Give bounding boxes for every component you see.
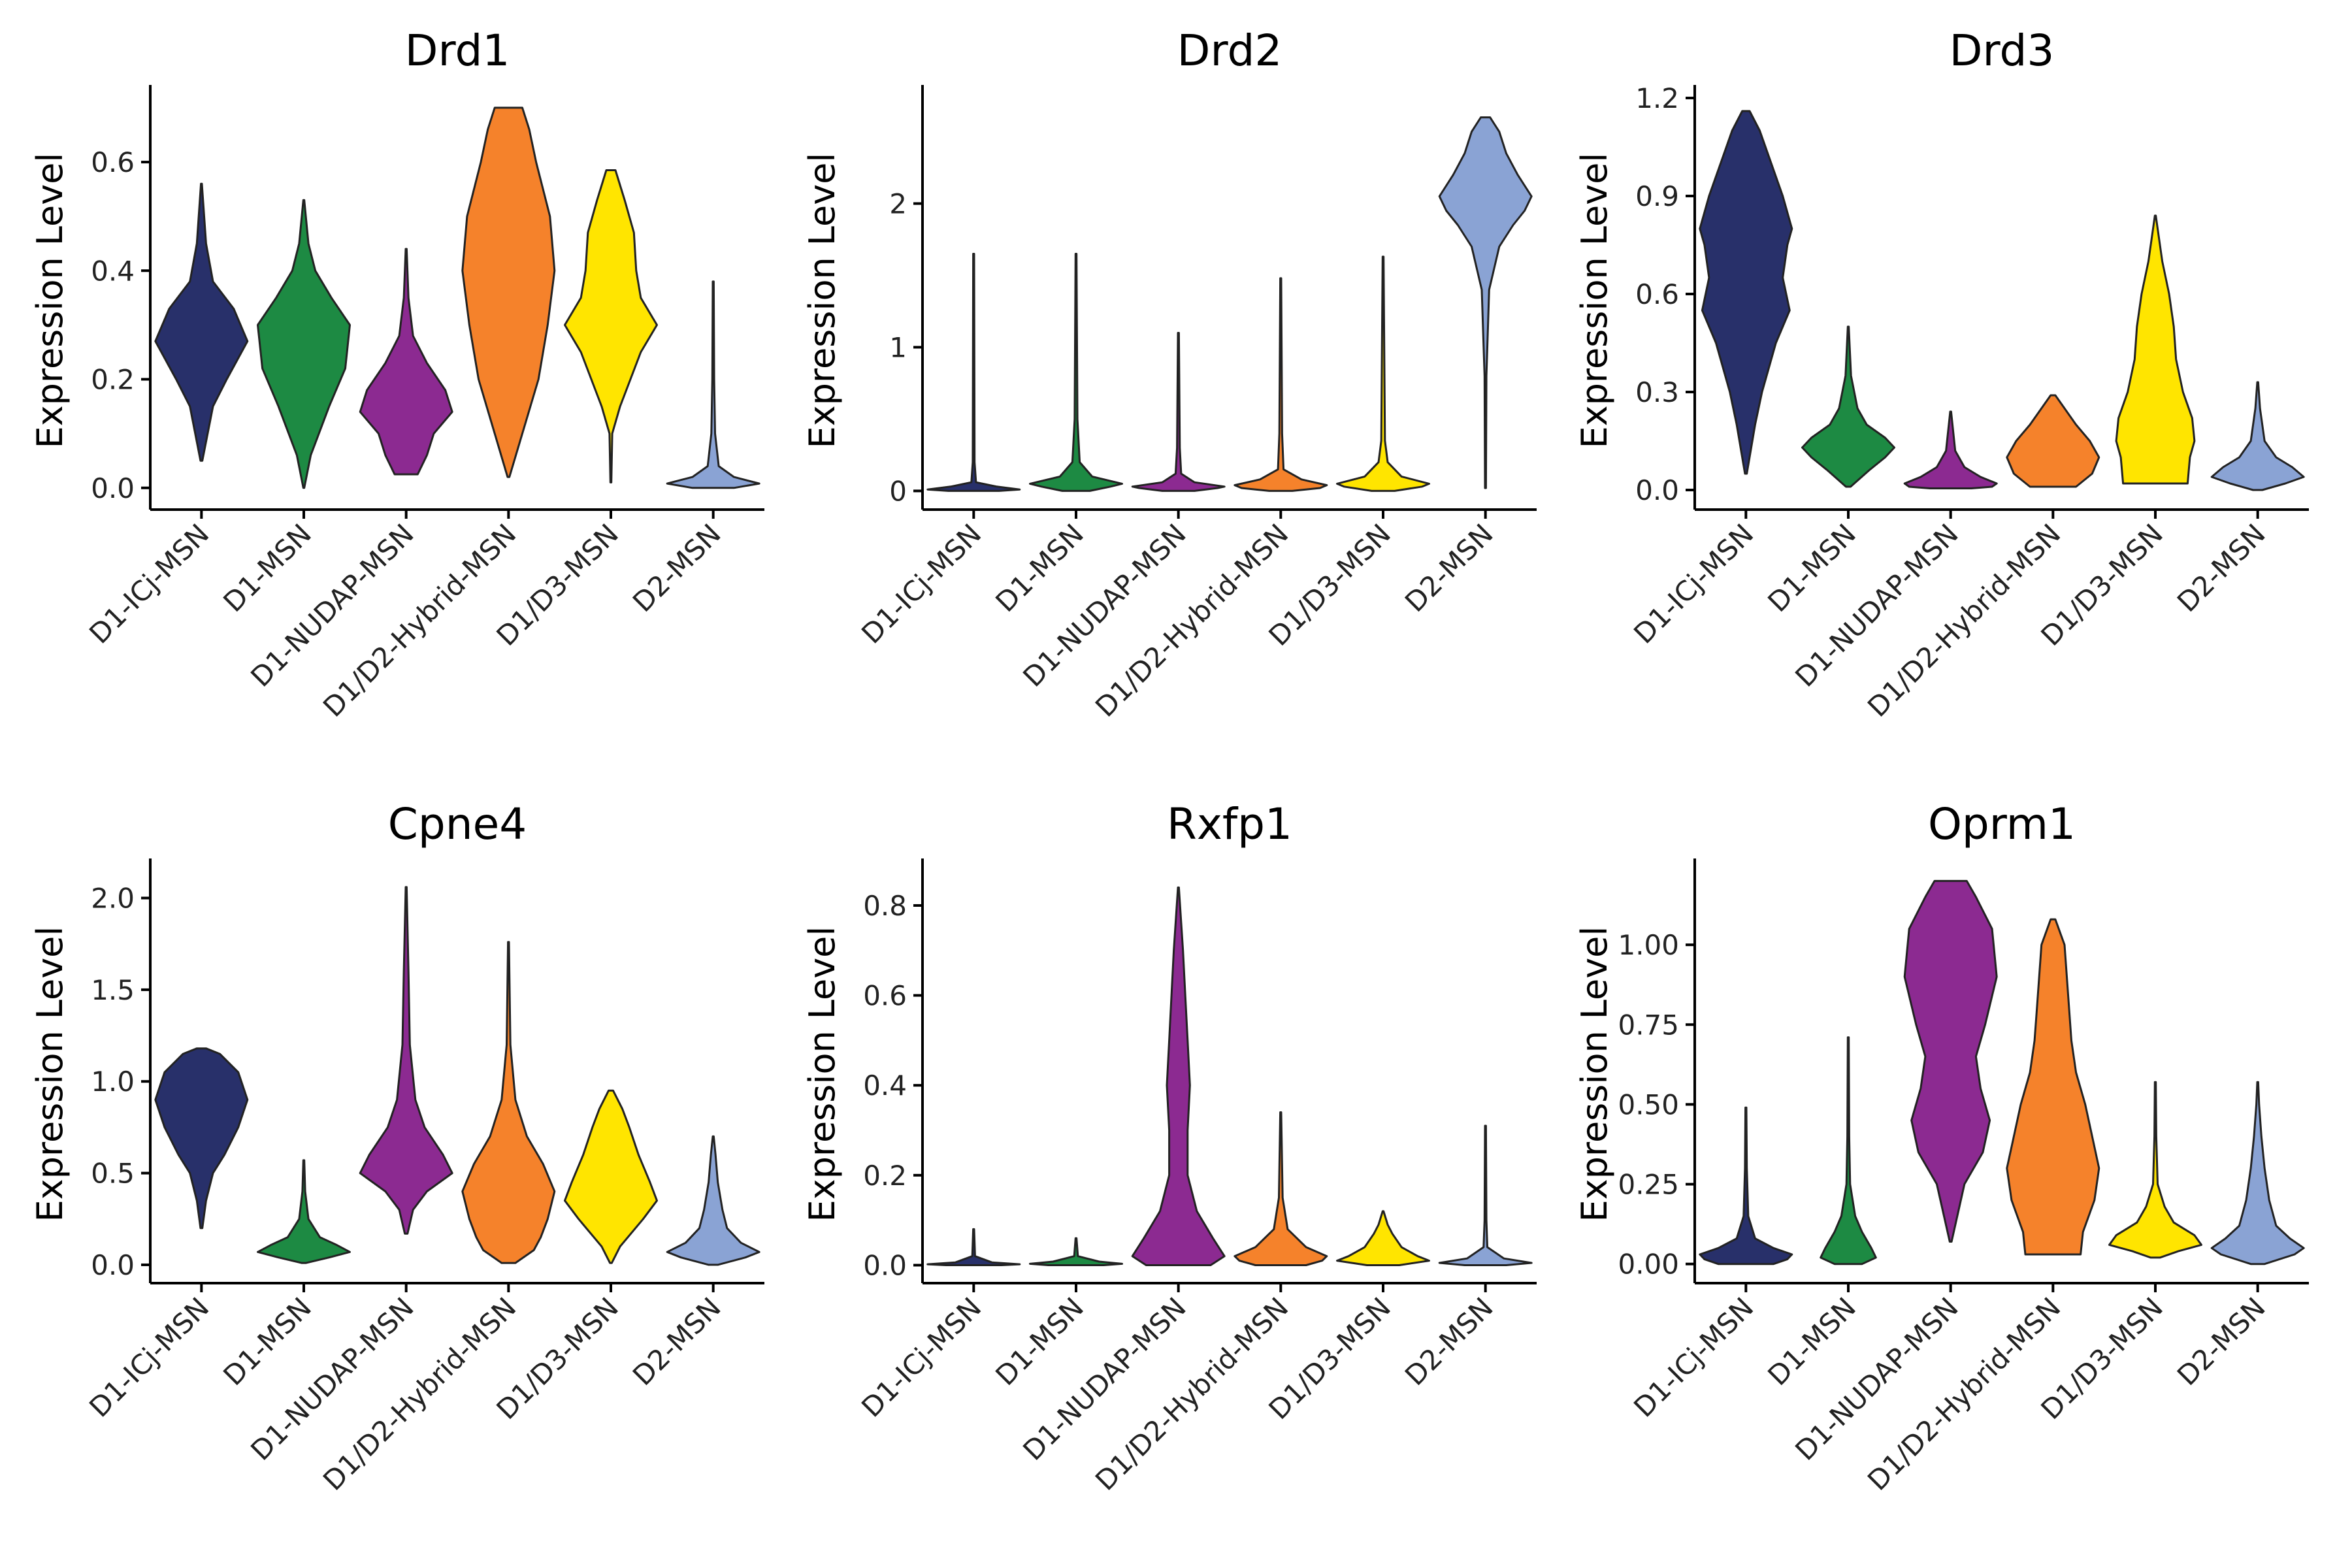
violin-d1-d2-hybrid-msn [461, 106, 556, 478]
violin-d1-nudap-msn [1131, 886, 1226, 1266]
y-axis-label: Expression Level [1574, 926, 1615, 1222]
y-tick-label: 0.0 [1635, 474, 1679, 506]
y-tick-label: 0.6 [91, 146, 135, 178]
y-tick-label: 0.50 [1618, 1088, 1679, 1120]
y-tick-label: 1.5 [91, 974, 135, 1006]
violin-d1-msn [257, 199, 351, 489]
y-tick-label: 0.00 [1618, 1249, 1679, 1281]
violin-d1-icj-msn [154, 1047, 249, 1230]
y-tick-label: 0.5 [91, 1158, 135, 1190]
violin-d1-nudap-msn [1903, 879, 1998, 1243]
violin-d2-msn [666, 1135, 760, 1266]
y-tick-label: 1.00 [1618, 929, 1679, 961]
violin-d2-msn [2210, 381, 2305, 491]
y-tick-label: 1.0 [91, 1066, 135, 1098]
y-tick-label: 0.0 [863, 1249, 907, 1281]
panel-title: Drd3 [1950, 25, 2055, 76]
violin-d1-d3-msn [564, 169, 658, 483]
violin-d1-d3-msn [2115, 214, 2196, 485]
panel-title: Rxfp1 [1167, 799, 1292, 849]
y-tick-label: 0.0 [91, 1249, 135, 1281]
y-tick-label: 0.2 [91, 364, 135, 396]
y-tick-label: 0.3 [1635, 376, 1679, 408]
y-axis-label: Expression Level [802, 926, 843, 1222]
y-tick-label: 0.25 [1618, 1169, 1679, 1201]
violin-d1-nudap-msn [359, 886, 453, 1235]
y-tick-label: 0.4 [91, 255, 135, 287]
violin-d2-msn [1438, 116, 1533, 489]
violin-d1-d2-hybrid-msn [2006, 918, 2100, 1256]
violin-d1-msn [257, 1159, 351, 1264]
panel-title: Oprm1 [1928, 799, 2076, 849]
panel-title: Cpne4 [388, 799, 527, 849]
y-tick-label: 2 [889, 188, 907, 220]
violin-d1-icj-msn [926, 1228, 1021, 1266]
violin-d1-d2-hybrid-msn [2006, 394, 2100, 488]
violin-d1-d2-hybrid-msn [1233, 1111, 1328, 1266]
violin-d1-d2-hybrid-msn [1233, 277, 1328, 492]
violin-d2-msn [666, 280, 760, 489]
violin-d1-d3-msn [564, 1089, 658, 1264]
y-tick-label: 0.75 [1618, 1009, 1679, 1041]
violin-d1-icj-msn [926, 253, 1021, 492]
violin-d1-d3-msn [1336, 1210, 1430, 1266]
violin-d1-nudap-msn [1131, 332, 1226, 492]
y-tick-label: 0.6 [863, 980, 907, 1012]
violin-d1-icj-msn [1699, 1106, 1793, 1266]
y-tick-label: 0.8 [863, 890, 907, 922]
y-tick-label: 0.9 [1635, 180, 1679, 212]
y-axis-label: Expression Level [29, 153, 71, 449]
violin-d1-icj-msn [154, 182, 249, 462]
y-tick-label: 2.0 [91, 883, 135, 915]
y-tick-label: 1 [889, 331, 907, 363]
y-tick-label: 0.0 [91, 472, 135, 504]
y-tick-label: 1.2 [1635, 82, 1679, 114]
violin-d1-msn [1820, 1036, 1877, 1266]
y-tick-label: 0.4 [863, 1070, 907, 1102]
violin-d1-nudap-msn [359, 248, 453, 476]
violin-d2-msn [1438, 1124, 1533, 1266]
violin-d1-msn [1029, 253, 1123, 492]
violin-d1-icj-msn [1699, 110, 1793, 475]
violin-d1-d2-hybrid-msn [461, 941, 556, 1264]
panel-title: Drd1 [405, 25, 510, 76]
y-axis-label: Expression Level [29, 926, 71, 1222]
panel-title: Drd2 [1177, 25, 1282, 76]
y-axis-label: Expression Level [802, 153, 843, 449]
y-axis-label: Expression Level [1574, 153, 1615, 449]
violin-d1-nudap-msn [1903, 410, 1998, 489]
y-tick-label: 0 [889, 475, 907, 507]
violin-d1-d3-msn [2108, 1081, 2202, 1259]
violin-d1-msn [1801, 325, 1895, 488]
y-tick-label: 0.6 [1635, 278, 1679, 310]
y-tick-label: 0.2 [863, 1160, 907, 1192]
violin-d1-msn [1029, 1237, 1123, 1266]
violin-d2-msn [2210, 1081, 2305, 1266]
violin-d1-d3-msn [1336, 255, 1430, 492]
